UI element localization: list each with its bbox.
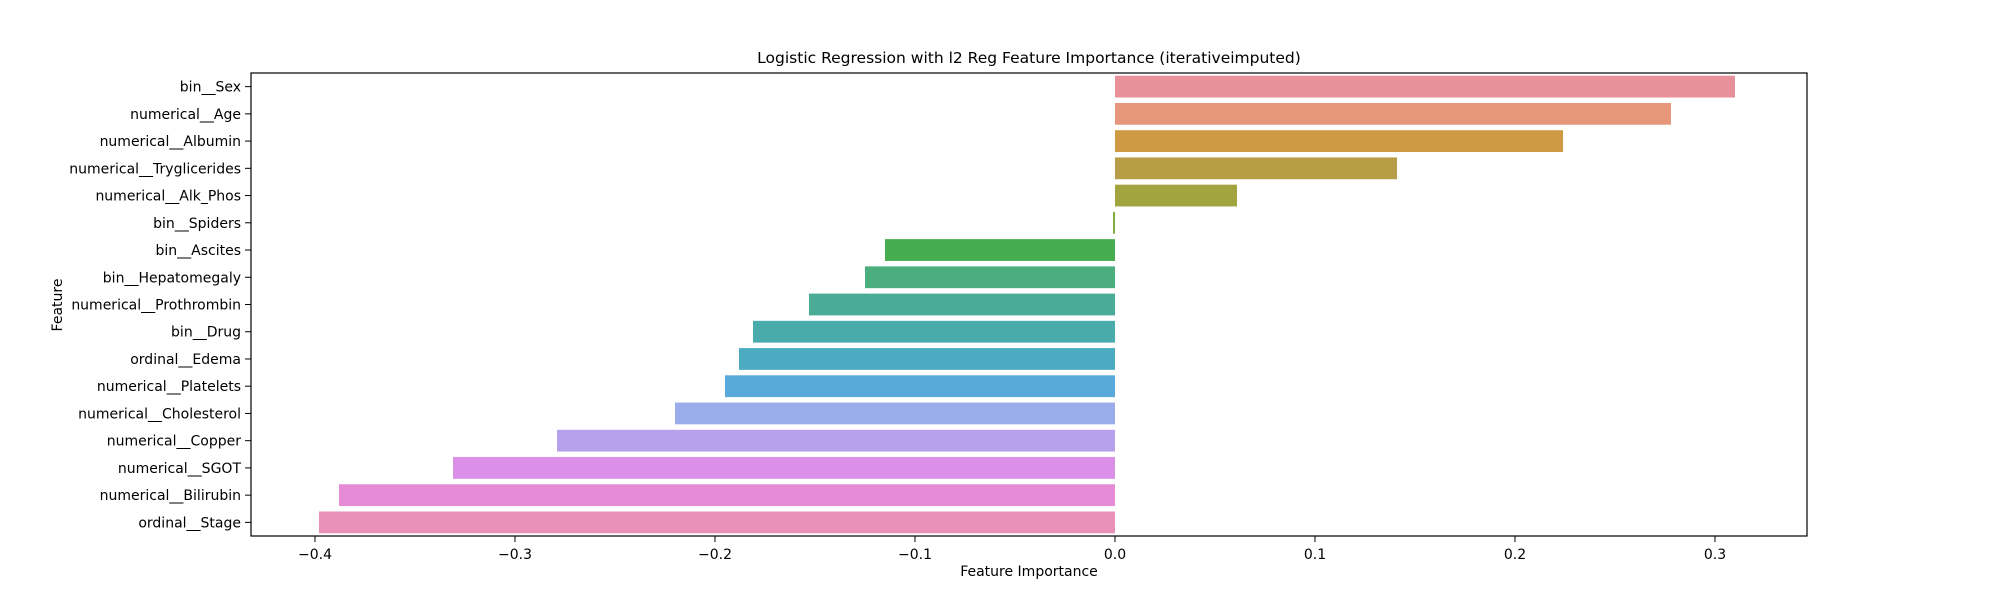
x-tick-label: 0.3	[1704, 547, 1726, 563]
y-tick-label: numerical__Tryglicerides	[69, 161, 241, 177]
bar-bin__Ascites	[885, 239, 1115, 261]
x-tick-label: −0.3	[498, 547, 532, 563]
bar-numerical__Prothrombin	[809, 293, 1115, 316]
y-tick-label: numerical__SGOT	[118, 461, 242, 477]
bar-numerical__Platelets	[725, 375, 1115, 398]
bar-numerical__Tryglicerides	[1115, 157, 1397, 180]
x-axis-label: Feature Importance	[960, 564, 1098, 580]
y-tick-label: ordinal__Edema	[130, 352, 241, 368]
bar-bin__Drug	[753, 320, 1115, 343]
bar-numerical__Cholesterol	[675, 402, 1115, 425]
bar-numerical__Alk_Phos	[1115, 184, 1237, 207]
y-tick-label: numerical__Platelets	[97, 379, 241, 395]
y-tick-label: bin__Drug	[171, 325, 241, 341]
y-tick-label: numerical__Copper	[107, 434, 242, 450]
y-axis-label: Feature	[50, 279, 66, 332]
y-tick-label: bin__Ascites	[155, 243, 241, 259]
y-tick-label: numerical__Prothrombin	[71, 298, 241, 314]
chart-title: Logistic Regression with l2 Reg Feature …	[757, 49, 1301, 67]
bar-bin__Spiders	[1113, 211, 1115, 234]
x-axis: −0.4 −0.3 −0.2 −0.1 0.0 0.1 0.2 0.3	[298, 536, 1726, 563]
y-axis: bin__Sex numerical__Age numerical__Albumin…	[69, 80, 251, 531]
x-tick-label: −0.1	[898, 547, 932, 563]
bar-numerical__Copper	[557, 429, 1115, 452]
bar-numerical__Albumin	[1115, 130, 1563, 152]
y-tick-label: numerical__Cholesterol	[78, 406, 241, 422]
bar-numerical__Bilirubin	[339, 484, 1115, 507]
bar-numerical__SGOT	[453, 457, 1115, 479]
y-tick-label: bin__Sex	[180, 80, 241, 96]
bar-ordinal__Edema	[739, 348, 1115, 370]
bar-bin__Sex	[1115, 75, 1735, 98]
y-tick-label: ordinal__Stage	[138, 515, 241, 531]
x-tick-label: −0.4	[298, 547, 332, 563]
x-tick-label: 0.0	[1104, 547, 1126, 563]
y-tick-label: numerical__Bilirubin	[100, 488, 241, 504]
y-tick-label: bin__Spiders	[153, 216, 241, 232]
bars-layer	[319, 75, 1735, 534]
bar-bin__Hepatomegaly	[865, 266, 1115, 289]
y-tick-label: numerical__Albumin	[100, 134, 241, 150]
y-tick-label: numerical__Age	[130, 107, 241, 123]
x-tick-label: 0.1	[1304, 547, 1326, 563]
x-tick-label: −0.2	[698, 547, 732, 563]
x-tick-label: 0.2	[1504, 547, 1526, 563]
y-tick-label: bin__Hepatomegaly	[103, 270, 241, 286]
y-tick-label: numerical__Alk_Phos	[95, 189, 241, 205]
bar-ordinal__Stage	[319, 511, 1115, 534]
bar-numerical__Age	[1115, 102, 1671, 125]
